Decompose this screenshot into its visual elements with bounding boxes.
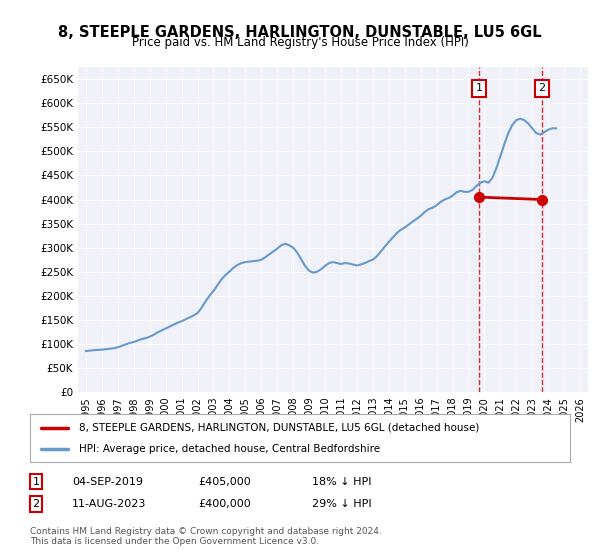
Text: £400,000: £400,000 (198, 499, 251, 509)
Text: £405,000: £405,000 (198, 477, 251, 487)
Text: 2: 2 (32, 499, 40, 509)
Text: 04-SEP-2019: 04-SEP-2019 (72, 477, 143, 487)
Text: HPI: Average price, detached house, Central Bedfordshire: HPI: Average price, detached house, Cent… (79, 444, 380, 454)
Text: Price paid vs. HM Land Registry's House Price Index (HPI): Price paid vs. HM Land Registry's House … (131, 36, 469, 49)
Text: 2: 2 (538, 83, 545, 94)
Text: 8, STEEPLE GARDENS, HARLINGTON, DUNSTABLE, LU5 6GL: 8, STEEPLE GARDENS, HARLINGTON, DUNSTABL… (58, 25, 542, 40)
Text: Contains HM Land Registry data © Crown copyright and database right 2024.
This d: Contains HM Land Registry data © Crown c… (30, 526, 382, 546)
Text: 18% ↓ HPI: 18% ↓ HPI (312, 477, 371, 487)
Text: 11-AUG-2023: 11-AUG-2023 (72, 499, 146, 509)
Text: 1: 1 (32, 477, 40, 487)
Text: 8, STEEPLE GARDENS, HARLINGTON, DUNSTABLE, LU5 6GL (detached house): 8, STEEPLE GARDENS, HARLINGTON, DUNSTABL… (79, 423, 479, 433)
Text: 1: 1 (476, 83, 482, 94)
Text: 29% ↓ HPI: 29% ↓ HPI (312, 499, 371, 509)
